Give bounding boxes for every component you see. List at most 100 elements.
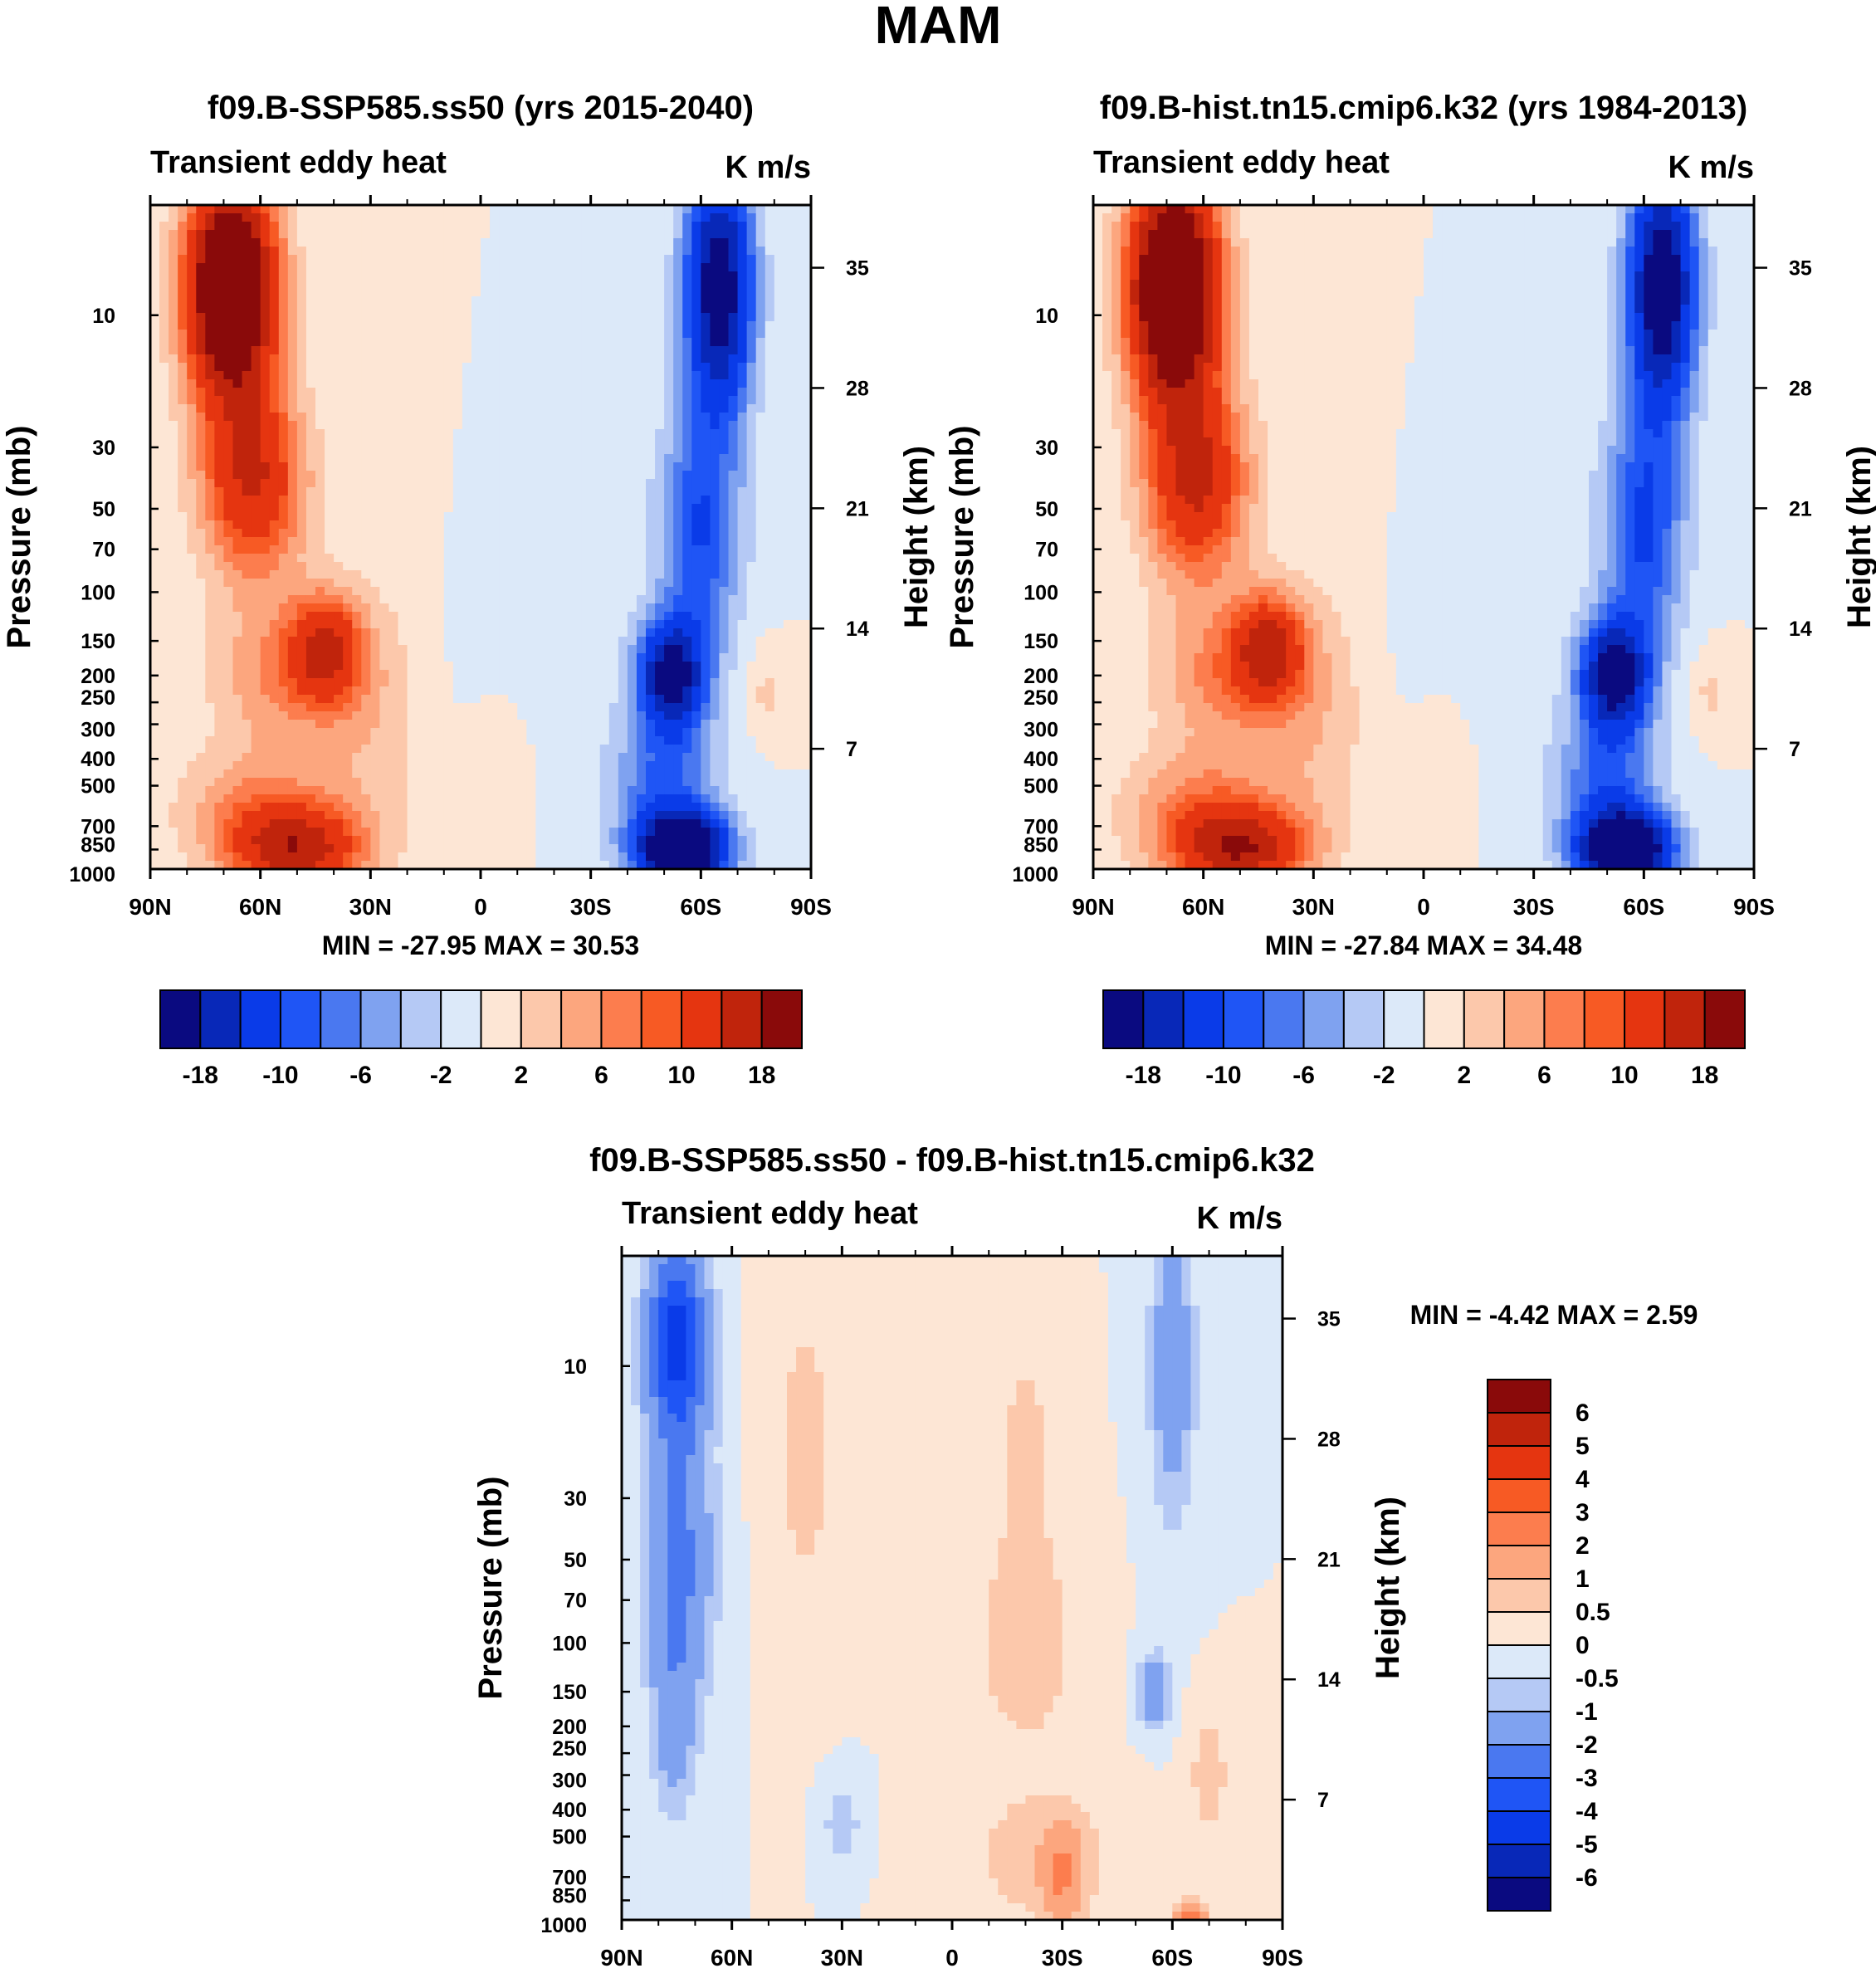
contour-cell bbox=[232, 222, 243, 231]
contour-cell bbox=[251, 595, 261, 604]
contour-cell bbox=[737, 437, 748, 447]
contour-cell bbox=[305, 205, 316, 214]
contour-cell bbox=[664, 496, 674, 505]
contour-cell bbox=[636, 271, 647, 281]
contour-cell bbox=[545, 653, 555, 662]
contour-cell bbox=[664, 379, 674, 388]
contour-cell bbox=[352, 296, 363, 305]
contour-cell bbox=[407, 512, 418, 521]
contour-cell bbox=[407, 603, 418, 613]
contour-cell bbox=[728, 554, 739, 563]
contour-cell bbox=[801, 313, 812, 322]
contour-cell bbox=[646, 761, 656, 770]
contour-cell bbox=[178, 612, 188, 621]
contour-cell bbox=[526, 686, 537, 696]
contour-cell bbox=[434, 313, 445, 322]
contour-cell bbox=[599, 529, 610, 538]
contour-cell bbox=[801, 728, 812, 737]
contour-cell bbox=[187, 305, 198, 314]
contour-cell bbox=[618, 512, 628, 521]
contour-cell bbox=[755, 321, 766, 330]
contour-cell bbox=[755, 620, 766, 629]
contour-cell bbox=[287, 778, 298, 787]
contour-cell bbox=[517, 637, 528, 646]
contour-cell bbox=[765, 537, 775, 546]
contour-cell bbox=[627, 446, 638, 455]
contour-cell bbox=[370, 354, 381, 364]
contour-cell bbox=[242, 645, 252, 654]
contour-cell bbox=[214, 205, 225, 214]
contour-cell bbox=[655, 213, 665, 222]
contour-cell bbox=[379, 238, 390, 247]
contour-cell bbox=[517, 371, 528, 380]
contour-cell bbox=[407, 595, 418, 604]
contour-cell bbox=[535, 653, 546, 662]
contour-cell bbox=[416, 213, 427, 222]
contour-cell bbox=[618, 545, 628, 554]
contour-cell bbox=[443, 429, 454, 438]
contour-cell bbox=[682, 263, 693, 272]
contour-cell bbox=[325, 529, 335, 538]
contour-cell bbox=[434, 645, 445, 654]
contour-cell bbox=[728, 587, 739, 596]
contour-cell bbox=[701, 570, 711, 579]
contour-cell bbox=[554, 446, 564, 455]
contour-cell bbox=[801, 487, 812, 496]
contour-cell bbox=[305, 711, 316, 720]
contour-cell bbox=[627, 462, 638, 471]
contour-cell bbox=[673, 396, 684, 405]
contour-cell bbox=[517, 213, 528, 222]
contour-cell bbox=[452, 579, 463, 588]
contour-cell bbox=[462, 255, 472, 264]
contour-cell bbox=[471, 280, 481, 289]
contour-cell bbox=[150, 529, 160, 538]
contour-cell bbox=[278, 554, 289, 563]
contour-cell bbox=[627, 230, 638, 239]
contour-cell bbox=[710, 769, 721, 779]
contour-cell bbox=[572, 512, 583, 521]
contour-cell bbox=[214, 404, 225, 413]
contour-cell bbox=[618, 728, 628, 737]
contour-cell bbox=[783, 512, 794, 521]
contour-cell bbox=[178, 579, 188, 588]
contour-cell bbox=[305, 736, 316, 745]
contour-cell bbox=[452, 695, 463, 704]
contour-cell bbox=[187, 653, 198, 662]
contour-cell bbox=[581, 462, 592, 471]
contour-cell bbox=[425, 454, 436, 463]
contour-cell bbox=[452, 346, 463, 355]
contour-cell bbox=[196, 769, 207, 779]
contour-cell bbox=[196, 222, 207, 231]
contour-cell bbox=[169, 620, 178, 629]
contour-cell bbox=[719, 653, 730, 662]
contour-cell bbox=[214, 736, 225, 745]
contour-cell bbox=[416, 537, 427, 546]
contour-cell bbox=[554, 769, 564, 779]
contour-cell bbox=[792, 761, 803, 770]
contour-cell bbox=[554, 313, 564, 322]
contour-cell bbox=[701, 213, 711, 222]
contour-cell bbox=[196, 728, 207, 737]
contour-cell bbox=[719, 487, 730, 496]
contour-cell bbox=[325, 670, 335, 679]
contour-cell bbox=[682, 388, 693, 397]
contour-cell bbox=[434, 537, 445, 546]
contour-cell bbox=[499, 479, 509, 488]
contour-cell bbox=[251, 454, 261, 463]
contour-cell bbox=[618, 579, 628, 588]
contour-cell bbox=[490, 662, 500, 671]
contour-cell bbox=[746, 736, 757, 745]
contour-cell bbox=[710, 363, 721, 372]
contour-cell bbox=[196, 745, 207, 754]
contour-cell bbox=[260, 579, 271, 588]
contour-cell bbox=[545, 628, 555, 637]
contour-cell bbox=[737, 562, 748, 571]
contour-cell bbox=[508, 321, 519, 330]
contour-cell bbox=[526, 446, 537, 455]
contour-cell bbox=[608, 720, 619, 729]
contour-cell bbox=[655, 703, 665, 712]
contour-cell bbox=[710, 570, 721, 579]
contour-cell bbox=[150, 371, 160, 380]
contour-cell bbox=[608, 496, 619, 505]
contour-cell bbox=[774, 238, 784, 247]
